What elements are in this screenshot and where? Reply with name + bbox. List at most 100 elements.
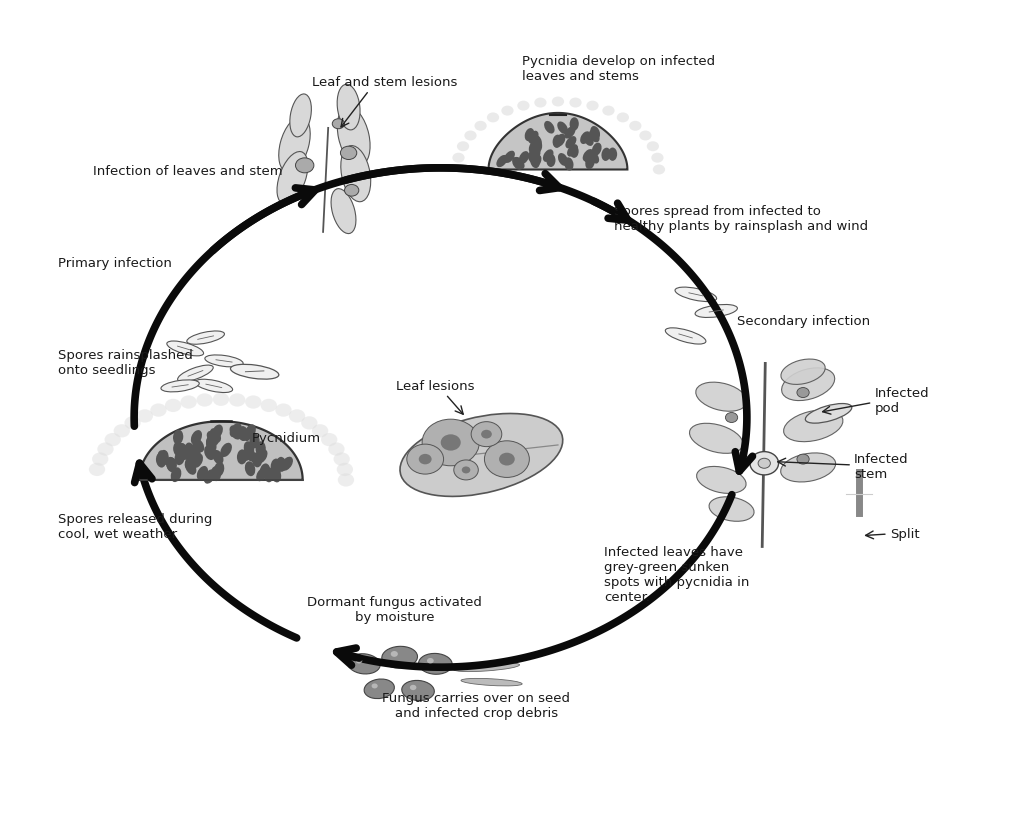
Circle shape: [535, 98, 547, 108]
Circle shape: [440, 434, 461, 451]
Ellipse shape: [558, 153, 568, 166]
Ellipse shape: [180, 445, 190, 460]
Ellipse shape: [528, 146, 540, 159]
Circle shape: [587, 100, 599, 110]
Ellipse shape: [171, 468, 181, 482]
Circle shape: [197, 393, 213, 407]
Circle shape: [419, 454, 432, 464]
Ellipse shape: [173, 442, 183, 456]
Circle shape: [454, 460, 478, 480]
Circle shape: [312, 424, 329, 438]
Circle shape: [602, 105, 614, 115]
Circle shape: [275, 403, 292, 417]
Text: Primary infection: Primary infection: [57, 257, 171, 270]
Ellipse shape: [696, 467, 746, 493]
Ellipse shape: [276, 457, 287, 472]
Circle shape: [344, 185, 358, 196]
Circle shape: [104, 433, 121, 446]
Ellipse shape: [167, 341, 204, 356]
Ellipse shape: [401, 681, 434, 701]
Ellipse shape: [382, 646, 418, 668]
Ellipse shape: [245, 448, 256, 462]
Ellipse shape: [531, 154, 542, 167]
Text: Leaf and stem lesions: Leaf and stem lesions: [311, 76, 457, 89]
Text: Spores released during
cool, wet weather: Spores released during cool, wet weather: [57, 514, 212, 541]
Circle shape: [151, 403, 167, 417]
Circle shape: [422, 419, 479, 466]
Circle shape: [486, 113, 499, 123]
Ellipse shape: [193, 438, 204, 453]
Circle shape: [453, 153, 465, 163]
Circle shape: [464, 130, 476, 140]
Ellipse shape: [173, 430, 183, 444]
Ellipse shape: [279, 117, 310, 172]
Ellipse shape: [583, 149, 594, 161]
Circle shape: [322, 433, 337, 446]
Text: Infected
pod: Infected pod: [874, 387, 929, 415]
Text: Infected
stem: Infected stem: [854, 453, 908, 482]
Ellipse shape: [263, 468, 273, 483]
Ellipse shape: [190, 444, 201, 459]
Circle shape: [629, 121, 641, 131]
Ellipse shape: [454, 663, 519, 671]
Ellipse shape: [512, 157, 522, 170]
Ellipse shape: [239, 427, 250, 441]
Ellipse shape: [177, 445, 188, 459]
Circle shape: [647, 141, 659, 151]
Ellipse shape: [569, 144, 579, 158]
Ellipse shape: [553, 134, 562, 148]
Ellipse shape: [586, 156, 595, 170]
Ellipse shape: [564, 157, 573, 170]
Ellipse shape: [229, 423, 242, 438]
Ellipse shape: [348, 654, 380, 674]
Ellipse shape: [781, 368, 835, 401]
Ellipse shape: [530, 155, 540, 168]
Circle shape: [758, 458, 770, 468]
Ellipse shape: [805, 403, 852, 423]
Circle shape: [136, 409, 153, 423]
Ellipse shape: [210, 428, 221, 443]
Circle shape: [499, 453, 515, 466]
Circle shape: [797, 454, 809, 464]
Ellipse shape: [270, 462, 281, 477]
Ellipse shape: [206, 435, 216, 450]
Circle shape: [462, 467, 470, 473]
Ellipse shape: [190, 430, 202, 444]
Ellipse shape: [781, 359, 825, 384]
Ellipse shape: [220, 443, 231, 457]
Text: Split: Split: [890, 528, 920, 540]
Polygon shape: [488, 113, 628, 170]
Ellipse shape: [524, 128, 535, 141]
Text: Secondary infection: Secondary infection: [736, 316, 869, 328]
Circle shape: [407, 444, 443, 474]
Circle shape: [332, 119, 344, 129]
Ellipse shape: [184, 443, 196, 458]
Ellipse shape: [581, 131, 591, 144]
Circle shape: [296, 158, 314, 173]
Ellipse shape: [587, 150, 596, 164]
Ellipse shape: [557, 121, 568, 134]
Circle shape: [165, 399, 181, 412]
Ellipse shape: [212, 450, 223, 464]
Circle shape: [502, 105, 514, 115]
Circle shape: [372, 683, 378, 688]
Circle shape: [245, 395, 261, 408]
Ellipse shape: [185, 445, 197, 460]
Ellipse shape: [204, 445, 215, 460]
Ellipse shape: [256, 441, 266, 456]
Ellipse shape: [337, 84, 360, 130]
Ellipse shape: [331, 189, 356, 234]
Ellipse shape: [783, 410, 843, 442]
Ellipse shape: [400, 413, 563, 496]
Polygon shape: [139, 422, 303, 480]
Ellipse shape: [197, 466, 208, 480]
Ellipse shape: [592, 143, 602, 155]
Ellipse shape: [569, 117, 579, 130]
Ellipse shape: [244, 441, 254, 456]
Circle shape: [301, 416, 317, 429]
Ellipse shape: [780, 453, 836, 482]
Circle shape: [517, 100, 529, 110]
Ellipse shape: [229, 425, 242, 439]
Ellipse shape: [589, 151, 599, 164]
Circle shape: [213, 392, 229, 406]
